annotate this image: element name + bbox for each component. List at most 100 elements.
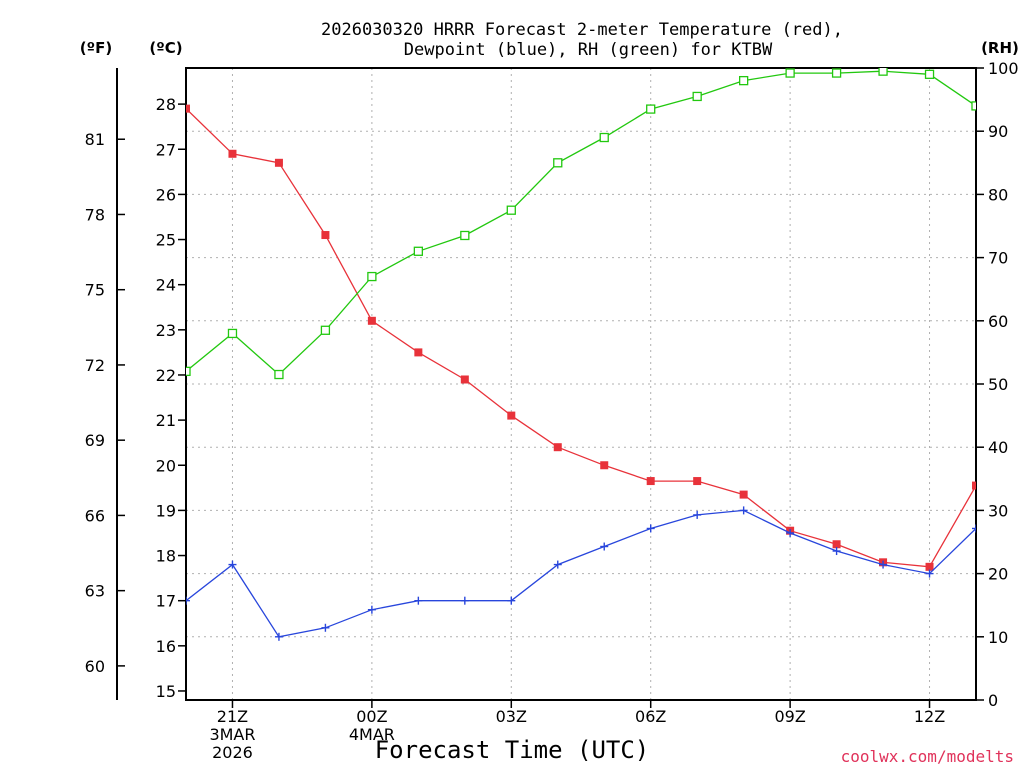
dewpoint-point: [600, 542, 609, 551]
temperature-point: [646, 477, 655, 486]
rh-series-line: [186, 70, 976, 376]
temperature-point: [186, 104, 190, 113]
rh-point: [646, 104, 656, 114]
dewpoint-point: [646, 524, 655, 533]
celsius-tick-label: 22: [156, 366, 176, 385]
rh-tick-label: 0: [988, 691, 998, 710]
fahrenheit-tick-label: 75: [85, 281, 105, 300]
x-tick-label: 12Z: [914, 707, 945, 726]
credit-text: coolwx.com/modelts: [841, 747, 1014, 766]
temperature-point: [693, 477, 702, 486]
dewpoint-point: [414, 596, 423, 605]
rh-point: [692, 91, 702, 102]
dewpoint-point: [321, 623, 330, 632]
celsius-unit-label: (ºC): [149, 39, 182, 57]
temperature-point: [367, 316, 376, 325]
celsius-tick-label: 27: [156, 140, 176, 159]
series-layer: [186, 68, 1024, 641]
temperature-point: [553, 443, 562, 452]
dewpoint-point: [693, 510, 702, 519]
temperature-point: [1018, 366, 1024, 374]
dewpoint-point: [274, 632, 283, 641]
celsius-tick-label: 26: [156, 185, 176, 204]
dewpoint-series-line: [186, 509, 976, 638]
dewpoint-point: [507, 596, 516, 605]
dewpoint-point: [972, 524, 976, 533]
x-tick-label: 09Z: [774, 707, 805, 726]
rh-point: [227, 328, 238, 339]
rh-point: [274, 369, 284, 380]
temperature-point: [600, 461, 609, 470]
chart-title-line2: Dewpoint (blue), RH (green) for KTBW: [404, 40, 773, 60]
temperature-point: [832, 540, 841, 549]
rh-point: [460, 230, 470, 241]
dewpoint-point: [553, 560, 562, 569]
celsius-tick-label: 25: [156, 231, 176, 250]
fahrenheit-tick-label: 69: [85, 431, 105, 450]
celsius-tick-label: 24: [156, 276, 176, 295]
rh-point: [971, 101, 976, 111]
rh-point: [878, 68, 888, 76]
dewpoint-point: [832, 547, 841, 556]
rh-point: [186, 366, 191, 377]
rh-point: [831, 68, 842, 78]
fahrenheit-unit-label: (ºF): [80, 39, 112, 57]
x-tick-date: 3MAR: [209, 725, 255, 744]
celsius-tick-label: 20: [156, 456, 176, 475]
temperature-point: [274, 158, 283, 167]
temperature-point: [972, 481, 976, 490]
celsius-tick-label: 18: [156, 547, 176, 566]
x-tick-label: 03Z: [496, 707, 527, 726]
temperature-point: [925, 562, 934, 571]
rh-point: [1018, 178, 1024, 186]
celsius-tick-label: 23: [156, 321, 176, 340]
rh-tick-label: 10: [988, 628, 1008, 647]
x-tick-year: 2026: [212, 743, 253, 762]
celsius-tick-label: 15: [156, 682, 176, 701]
grid-layer: [186, 68, 976, 700]
rh-point: [785, 68, 795, 78]
dewpoint-point: [228, 560, 237, 569]
temperature-point: [414, 348, 423, 357]
x-tick-label: 00Z: [356, 707, 387, 726]
plot-frame: [185, 67, 977, 701]
rh-tick-label: 60: [988, 312, 1008, 331]
fahrenheit-tick-label: 63: [85, 582, 105, 601]
rh-point: [320, 325, 331, 335]
dewpoint-point: [460, 596, 469, 605]
dewpoint-point: [1018, 511, 1024, 519]
temperature-series-line: [186, 108, 976, 568]
rh-tick-label: 100: [988, 59, 1019, 78]
temperature-point: [460, 375, 469, 384]
rh-point: [553, 158, 563, 168]
rh-point: [924, 69, 935, 79]
rh-point: [506, 205, 516, 215]
fahrenheit-tick-label: 78: [85, 205, 105, 224]
celsius-tick-label: 28: [156, 95, 176, 114]
celsius-tick-label: 17: [156, 592, 176, 611]
rh-tick-label: 50: [988, 375, 1008, 394]
rh-tick-label: 70: [988, 249, 1008, 268]
temperature-point: [507, 411, 516, 420]
temperature-point: [321, 231, 330, 240]
x-axis-title: Forecast Time (UTC): [375, 736, 650, 764]
rh-tick-label: 20: [988, 565, 1008, 584]
rh-tick-label: 90: [988, 122, 1008, 141]
rh-tick-label: 40: [988, 438, 1008, 457]
fahrenheit-tick-label: 72: [85, 356, 105, 375]
temperature-point: [228, 149, 237, 158]
rh-tick-label: 30: [988, 501, 1008, 520]
dewpoint-point: [186, 596, 190, 605]
celsius-tick-label: 21: [156, 411, 176, 430]
fahrenheit-tick-label: 60: [85, 657, 105, 676]
rh-point: [738, 75, 749, 86]
rh-tick-label: 80: [988, 185, 1008, 204]
rh-unit-label: (RH): [981, 39, 1019, 57]
x-tick-date: 4MAR: [349, 725, 395, 744]
chart-title-line1: 2026030320 HRRR Forecast 2-meter Tempera…: [321, 20, 843, 40]
celsius-tick-label: 16: [156, 637, 176, 656]
dewpoint-point: [739, 506, 748, 515]
dewpoint-point: [786, 528, 795, 537]
